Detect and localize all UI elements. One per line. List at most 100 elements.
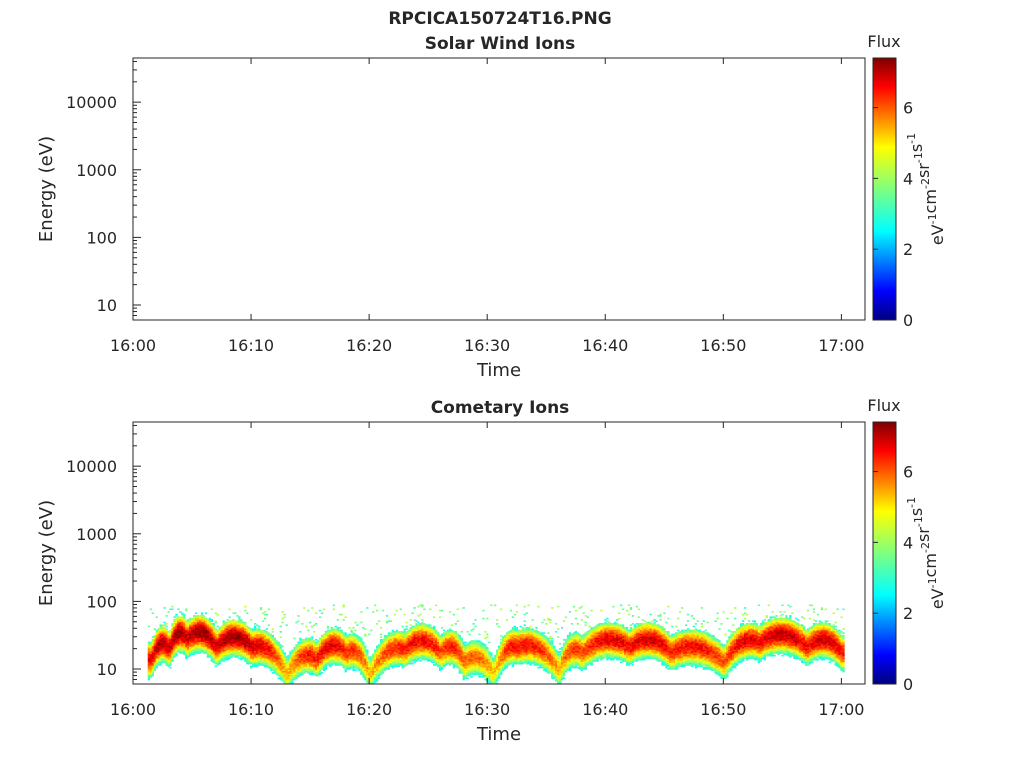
heatmap-cell: [433, 645, 436, 648]
heatmap-cell: [242, 632, 245, 634]
heatmap-cell: [435, 658, 438, 661]
heatmap-cell: [336, 664, 339, 666]
heatmap-cell: [470, 642, 473, 645]
heatmap-cell: [212, 634, 215, 637]
heatmap-cell: [287, 673, 290, 676]
heatmap-cell: [189, 619, 192, 621]
heatmap-cell: [279, 664, 282, 666]
heatmap-cell: [405, 634, 408, 637]
heatmap-cell: [385, 658, 389, 661]
heatmap-cell: [366, 668, 369, 670]
heatmap-cell: [194, 615, 198, 617]
heatmap-cell: [200, 629, 204, 632]
heatmap-cell: [399, 636, 402, 638]
heatmap-cell: [147, 664, 151, 666]
heatmap-cell: [238, 645, 241, 648]
heatmap-cell: [342, 648, 345, 650]
heatmap-cell: [263, 654, 267, 657]
heatmap-cell: [482, 666, 485, 669]
heatmap-cell: [183, 638, 186, 641]
heatmap-cell: [360, 664, 363, 666]
heatmap-cell: [255, 644, 259, 646]
heatmap-cell: [220, 627, 223, 629]
heatmap-cell: [324, 645, 328, 648]
heatmap-cell: [332, 657, 335, 660]
heatmap-cell: [185, 609, 188, 612]
heatmap-cell: [285, 656, 288, 658]
heatmap-cell: [446, 662, 450, 665]
heatmap-cell: [427, 658, 430, 661]
heatmap-cell: [242, 623, 245, 625]
heatmap-cell: [462, 668, 465, 670]
heatmap-cell: [405, 638, 408, 641]
heatmap-cell: [395, 632, 398, 634]
heatmap-cell: [338, 656, 341, 658]
heatmap-cell: [460, 649, 463, 652]
heatmap-cell: [191, 634, 194, 637]
heatmap-cell: [387, 658, 391, 661]
heatmap-cell: [482, 649, 485, 652]
heatmap-cell: [179, 628, 182, 630]
heatmap-cell: [387, 668, 391, 670]
heatmap-cell: [442, 637, 446, 640]
heatmap-cell: [279, 662, 282, 665]
heatmap-cell: [263, 660, 267, 662]
heatmap-cell: [165, 632, 168, 634]
heatmap-cell: [399, 634, 402, 637]
heatmap-cell: [387, 664, 391, 666]
heatmap-cell: [234, 638, 237, 641]
heatmap-cell: [411, 649, 414, 652]
heatmap-cell: [273, 652, 276, 654]
heatmap-cell: [358, 646, 361, 649]
heatmap-cell: [397, 664, 400, 666]
heatmap-cell: [385, 641, 389, 644]
heatmap-cell: [452, 636, 456, 638]
heatmap-cell: [222, 657, 225, 660]
heatmap-cell: [316, 656, 320, 658]
heatmap-cell: [322, 649, 326, 652]
heatmap-cell: [232, 644, 235, 646]
heatmap-cell: [332, 648, 335, 650]
heatmap-cell: [234, 612, 237, 615]
heatmap-cell: [242, 652, 245, 654]
heatmap-cell: [175, 629, 178, 632]
heatmap-cell: [362, 644, 365, 646]
heatmap-cell: [198, 637, 202, 640]
heatmap-cell: [246, 642, 249, 645]
heatmap-cell: [171, 644, 174, 646]
heatmap-cell: [254, 638, 257, 641]
heatmap-cell: [383, 653, 387, 656]
heatmap-cell: [248, 660, 251, 662]
heatmap-cell: [425, 645, 428, 648]
heatmap-cell: [482, 674, 485, 677]
heatmap-cell: [431, 627, 434, 629]
heatmap-cell: [303, 657, 306, 660]
heatmap-cell: [212, 636, 215, 638]
heatmap-cell: [289, 658, 292, 661]
heatmap-cell: [342, 633, 345, 636]
heatmap-cell: [366, 652, 369, 654]
heatmap-cell: [265, 613, 269, 616]
heatmap-cell: [248, 636, 251, 638]
heatmap-cell: [450, 648, 454, 650]
heatmap-cell: [242, 621, 245, 624]
heatmap-cell: [175, 650, 178, 653]
heatmap-cell: [200, 641, 204, 644]
heatmap-cell: [210, 656, 213, 658]
heatmap-cell: [419, 627, 422, 629]
heatmap-cell: [163, 660, 166, 662]
heatmap-cell: [482, 656, 485, 658]
heatmap-cell: [366, 677, 369, 679]
heatmap-cell: [271, 650, 274, 653]
heatmap-cell: [279, 676, 282, 678]
heatmap-cell: [403, 657, 406, 660]
heatmap-cell: [482, 676, 485, 678]
heatmap-cell: [297, 661, 300, 664]
heatmap-cell: [226, 646, 229, 649]
heatmap-cell: [226, 634, 229, 637]
heatmap-cell: [381, 666, 385, 669]
heatmap-cell: [381, 652, 385, 654]
heatmap-cell: [482, 658, 485, 661]
heatmap-cell: [446, 633, 450, 636]
heatmap-cell: [273, 670, 276, 673]
